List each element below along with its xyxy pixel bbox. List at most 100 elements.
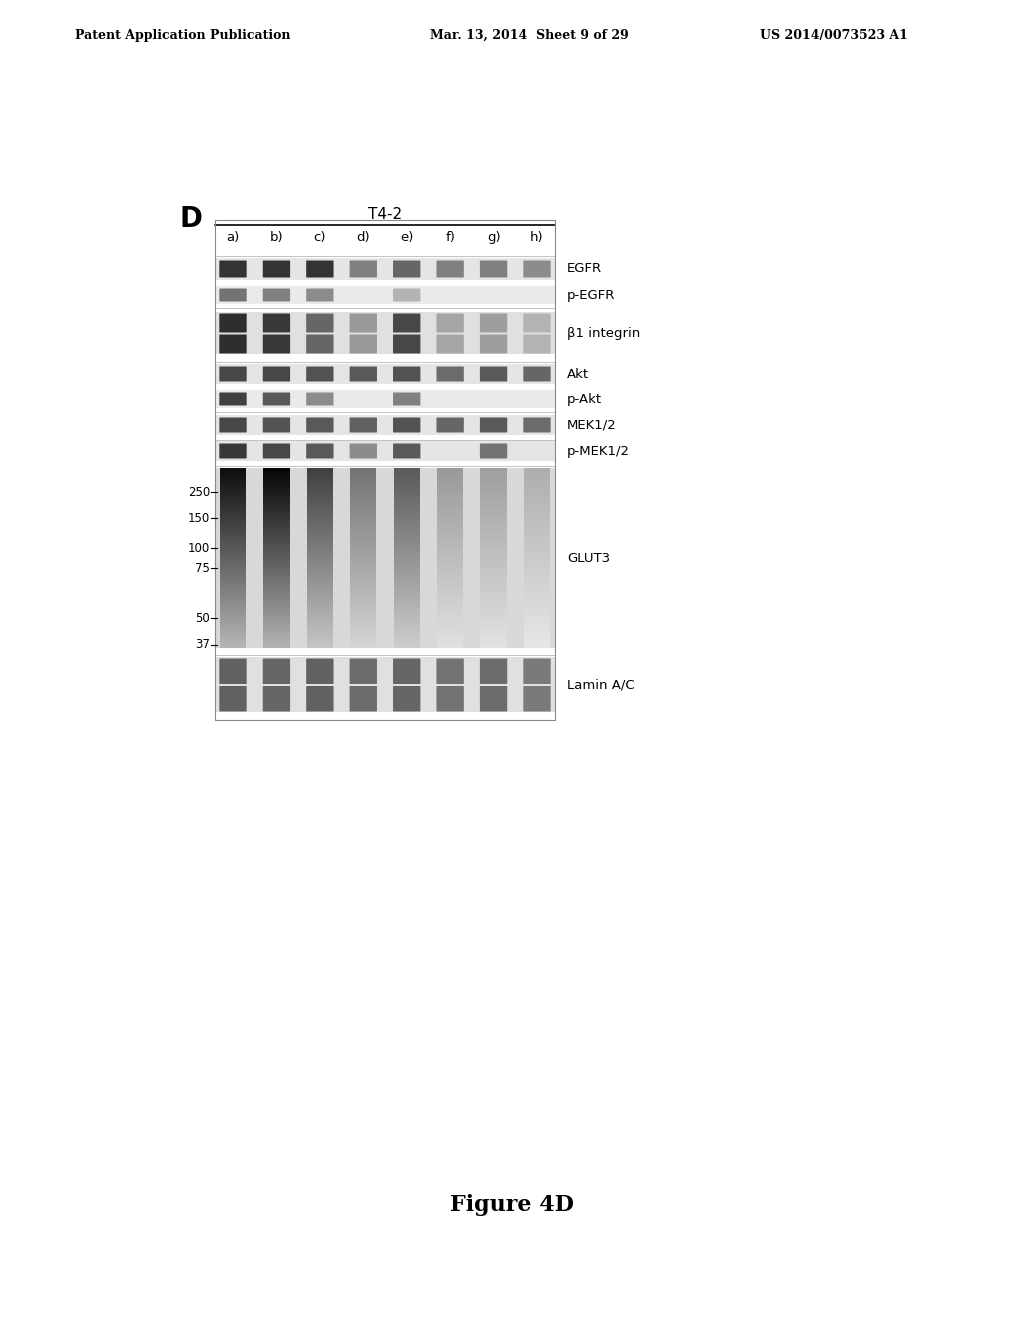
Bar (437, 479, 463, 480)
Bar (524, 620, 550, 622)
Bar (393, 540, 420, 543)
Bar (306, 483, 333, 484)
Bar (220, 528, 246, 531)
Bar (220, 492, 246, 494)
Bar (393, 626, 420, 627)
Bar (524, 545, 550, 546)
Bar (480, 511, 507, 512)
Bar (524, 506, 550, 507)
Bar (350, 495, 377, 496)
Bar (393, 615, 420, 616)
Bar (437, 591, 463, 593)
Bar (437, 470, 463, 473)
Bar (524, 573, 550, 576)
Bar (306, 494, 333, 495)
Bar (393, 470, 420, 473)
Bar (524, 479, 550, 480)
Bar (306, 623, 333, 624)
Bar (524, 469, 550, 470)
Bar (524, 528, 550, 529)
Bar (524, 523, 550, 524)
Bar (263, 576, 290, 577)
Bar (480, 488, 507, 490)
Bar (480, 573, 507, 576)
Bar (393, 630, 420, 631)
Bar (220, 483, 246, 484)
Bar (306, 578, 333, 579)
Bar (263, 583, 290, 585)
Bar (263, 597, 290, 598)
Bar (306, 553, 333, 554)
Bar (437, 631, 463, 634)
Bar (350, 644, 377, 645)
Bar (350, 499, 377, 502)
Bar (480, 492, 507, 494)
Bar (393, 598, 420, 599)
Bar (263, 590, 290, 591)
Bar (306, 529, 333, 531)
Bar (437, 576, 463, 577)
Bar (220, 606, 246, 609)
Bar (220, 491, 246, 492)
FancyBboxPatch shape (263, 314, 290, 333)
Text: f): f) (445, 231, 455, 244)
Bar (524, 583, 550, 585)
Bar (350, 524, 377, 525)
Bar (263, 627, 290, 630)
Bar (220, 576, 246, 577)
Bar (524, 602, 550, 605)
Bar (480, 594, 507, 597)
Bar (480, 517, 507, 519)
Bar (437, 598, 463, 601)
Bar (263, 594, 290, 597)
Bar (220, 480, 246, 482)
Bar (220, 512, 246, 513)
Bar (350, 532, 377, 533)
Bar (306, 549, 333, 550)
Bar (393, 536, 420, 537)
Bar (350, 550, 377, 552)
Bar (263, 492, 290, 494)
Bar (480, 583, 507, 585)
Bar (437, 607, 463, 609)
Bar (393, 508, 420, 510)
Bar (220, 623, 246, 624)
Bar (393, 639, 420, 640)
Bar (437, 590, 463, 591)
Bar (350, 488, 377, 490)
Bar (220, 590, 246, 591)
Bar (524, 503, 550, 504)
Bar (306, 587, 333, 589)
FancyBboxPatch shape (436, 417, 464, 433)
Bar (524, 565, 550, 566)
Bar (306, 475, 333, 477)
Bar (524, 623, 550, 624)
Bar (524, 539, 550, 540)
Bar (350, 568, 377, 569)
Bar (437, 508, 463, 510)
FancyBboxPatch shape (393, 314, 421, 333)
Bar (480, 496, 507, 498)
Bar (393, 631, 420, 632)
Bar (306, 486, 333, 487)
FancyBboxPatch shape (219, 392, 247, 405)
Bar (306, 601, 333, 602)
Bar (393, 566, 420, 568)
Bar (263, 546, 290, 548)
Bar (437, 602, 463, 605)
Bar (220, 486, 246, 487)
Bar (480, 486, 507, 487)
Bar (263, 528, 290, 531)
Bar (393, 475, 420, 477)
Bar (480, 562, 507, 564)
Bar (350, 561, 377, 562)
Bar (393, 598, 420, 601)
Bar (220, 544, 246, 546)
Bar (437, 502, 463, 503)
Bar (220, 590, 246, 591)
Bar (524, 536, 550, 537)
Bar (480, 491, 507, 492)
FancyBboxPatch shape (263, 260, 290, 277)
Bar (393, 634, 420, 635)
Bar (437, 609, 463, 610)
